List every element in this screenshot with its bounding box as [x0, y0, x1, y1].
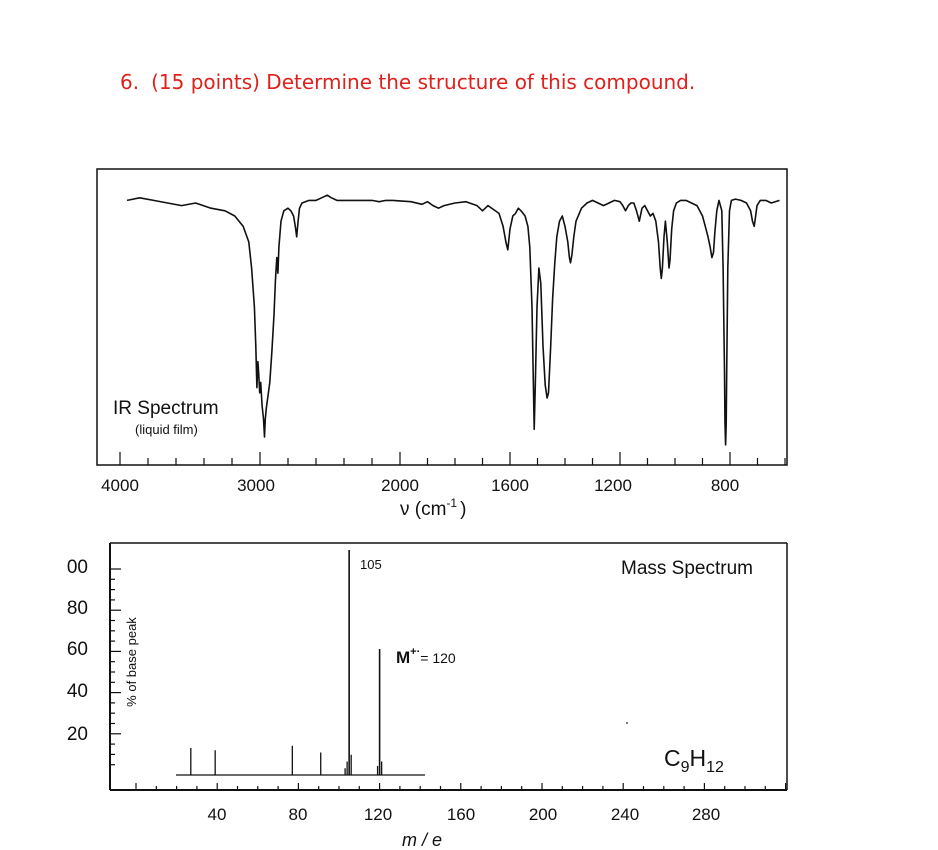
molecular-ion-label: M+·= 120 [396, 646, 456, 667]
speck [626, 722, 628, 724]
base-peak-label: 105 [360, 557, 382, 572]
ir-tick-label: 1600 [491, 476, 529, 495]
ms-x-tick-label: 40 [208, 805, 227, 824]
ir-x-axis-label-close: ) [460, 499, 466, 520]
ir-spectrum-trace [126, 194, 780, 446]
ir-plot-frame [96, 168, 788, 466]
ms-x-tick-label: 120 [364, 805, 392, 824]
ir-tick-label: 4000 [101, 476, 139, 495]
ms-x-axis-label: m / e [402, 830, 442, 850]
mass-spectrum: 00 80 60 40 20 % of base peak 40 80 120 … [67, 542, 788, 850]
ms-peaks [190, 550, 383, 775]
ms-y-tick-label: 40 [67, 681, 88, 702]
ir-tick-label: 800 [711, 476, 739, 495]
ir-x-ticks [119, 452, 786, 465]
ms-title: Mass Spectrum [621, 558, 753, 579]
ms-y-tick-label: 20 [67, 724, 88, 745]
formula-c: C [664, 745, 681, 771]
ms-y-tick-label: 60 [67, 639, 88, 660]
formula-h: H [690, 745, 707, 771]
question-number: 6. [120, 70, 140, 94]
ms-x-tick-label: 80 [289, 805, 308, 824]
ir-x-axis-label-superscript: -1 [446, 496, 457, 510]
molecular-ion-letter: M [396, 648, 410, 667]
ms-x-tick-label: 280 [692, 805, 720, 824]
ms-x-tick-label: 200 [529, 805, 557, 824]
ir-tick-label: 3000 [237, 476, 275, 495]
ms-x-tick-label: 160 [447, 805, 475, 824]
ir-title: IR Spectrum [113, 398, 219, 419]
ir-x-axis-label-main: ν (cm [400, 499, 446, 520]
ir-tick-label: 2000 [381, 476, 419, 495]
molecular-ion-charge: +· [410, 646, 420, 658]
question-text: 6. (15 points) Determine the structure of… [120, 70, 695, 94]
formula-h-subscript: 12 [706, 759, 724, 776]
ir-subtitle: (liquid film) [135, 422, 198, 437]
ms-x-tick-label: 240 [611, 805, 639, 824]
molecular-formula: C9H12 [664, 745, 724, 776]
ms-y-tick-label: 80 [67, 598, 88, 619]
ms-y-axis-label: % of base peak [124, 617, 139, 707]
ir-x-axis-label: ν (cm-1) [400, 496, 466, 520]
ms-ticks [110, 568, 787, 790]
question-body: (15 points) Determine the structure of t… [151, 70, 696, 94]
ms-y-tick-label: 00 [67, 557, 88, 578]
ir-spectrum: IR Spectrum (liquid film) 4000 3000 2000… [96, 168, 788, 520]
molecular-ion-value: = 120 [420, 650, 456, 666]
formula-c-subscript: 9 [681, 759, 690, 776]
ir-tick-label: 1200 [594, 476, 632, 495]
